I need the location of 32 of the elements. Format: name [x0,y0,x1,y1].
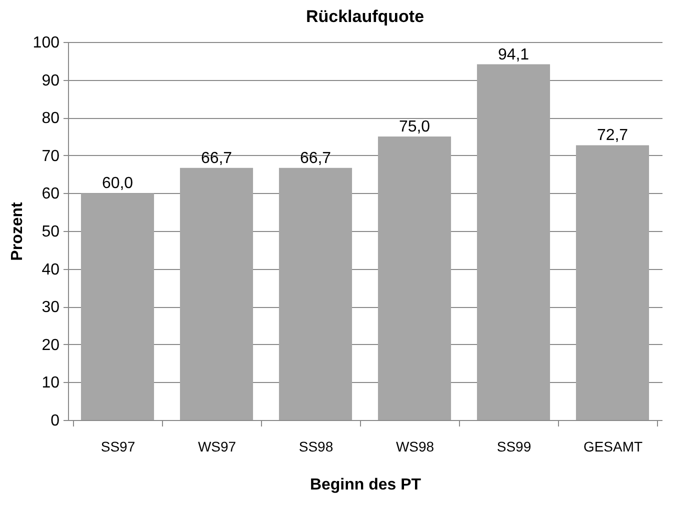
data-label: 60,0 [102,175,134,192]
y-tick-label: 10 [42,374,60,392]
bar [378,136,452,420]
bar [180,168,254,420]
y-tick-label: 20 [42,336,60,354]
y-tick-label: 60 [42,186,60,203]
bar [80,193,154,420]
y-tick-label: 70 [42,148,60,165]
data-label: 75,0 [398,118,430,136]
y-tick-label: 80 [42,110,60,128]
x-tick-label: SS99 [496,438,532,454]
y-tick-label: 0 [50,412,60,430]
bar [576,145,650,420]
y-tick-label: 100 [32,34,60,52]
data-label: 72,7 [596,127,628,144]
y-tick-label: 30 [42,299,60,316]
x-tick-label: GESAMT [583,438,644,454]
x-axis-title: Beginn des PT [310,476,422,494]
x-tick-label: SS97 [100,438,136,454]
data-label: 66,7 [200,150,232,167]
x-tick-label: WS98 [396,438,434,454]
data-label: 66,7 [300,150,332,167]
y-axis-title: Prozent [8,201,26,261]
y-tick-label: 50 [42,224,60,240]
bar [476,64,550,420]
y-tick-label: 40 [42,261,60,278]
data-label: 94,1 [498,46,530,64]
y-tick-label: 90 [42,72,60,90]
bar [278,168,352,420]
chart-title: Rücklaufquote [306,7,424,26]
x-tick-label: SS98 [298,438,334,454]
x-tick-label: WS97 [198,438,236,454]
